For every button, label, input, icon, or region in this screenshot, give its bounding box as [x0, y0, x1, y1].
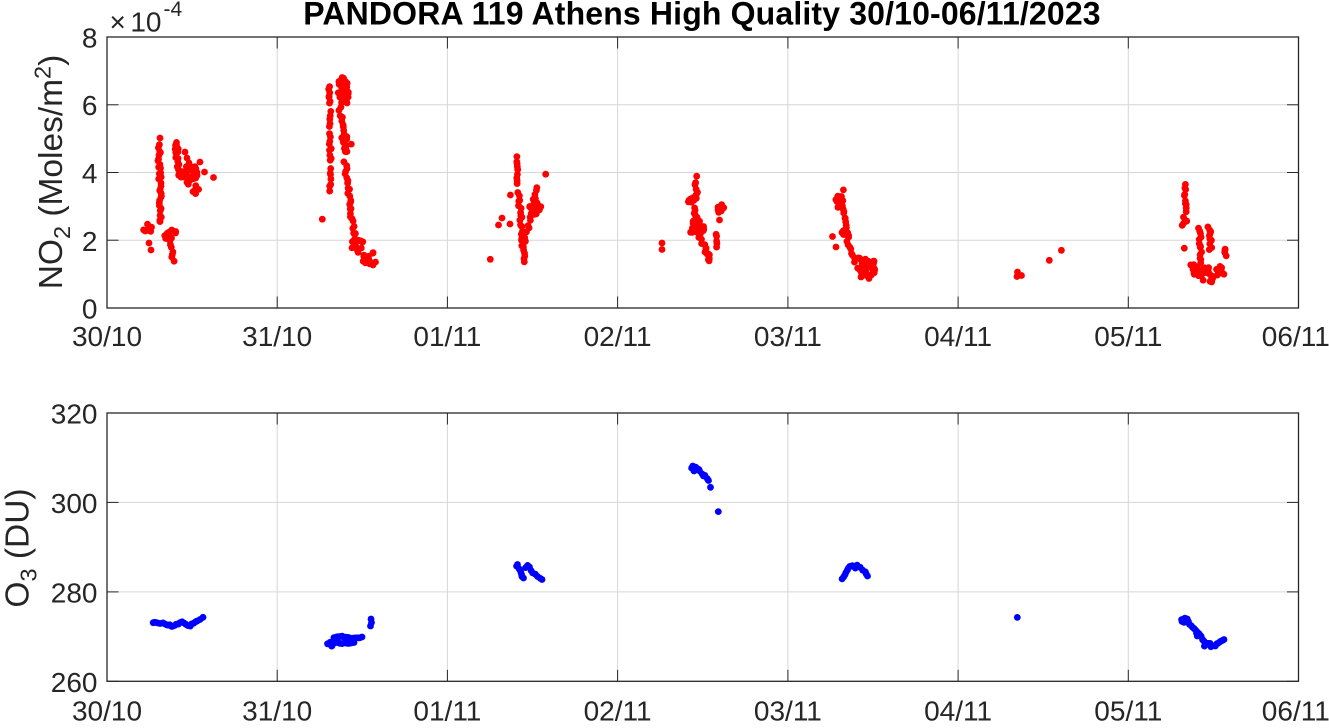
svg-text:06/11: 06/11 [1262, 321, 1329, 352]
svg-text:8: 8 [82, 23, 98, 54]
svg-text:05/11: 05/11 [1094, 696, 1162, 724]
svg-text:02/11: 02/11 [584, 696, 652, 724]
svg-text:01/11: 01/11 [413, 696, 481, 724]
svg-text:30/10: 30/10 [72, 696, 142, 724]
svg-text:04/11: 04/11 [924, 321, 992, 352]
svg-text:PANDORA 119 Athens High Qualit: PANDORA 119 Athens High Quality 30/10-06… [303, 0, 1100, 32]
svg-text:31/10: 31/10 [242, 321, 312, 352]
svg-text:31/10: 31/10 [242, 696, 312, 724]
svg-text:300: 300 [51, 488, 98, 519]
svg-text:NO2 (Moles/m2): NO2 (Moles/m2) [30, 55, 76, 290]
svg-text:06/11: 06/11 [1262, 696, 1329, 724]
svg-text:320: 320 [51, 399, 98, 430]
svg-text:03/11: 03/11 [754, 321, 822, 352]
svg-text:4: 4 [82, 158, 98, 189]
svg-text:01/11: 01/11 [413, 321, 481, 352]
svg-text:0: 0 [82, 294, 98, 325]
svg-text:O3 (DU): O3 (DU) [0, 488, 42, 607]
svg-text:30/10: 30/10 [72, 321, 142, 352]
svg-text:260: 260 [51, 667, 98, 698]
svg-text:04/11: 04/11 [924, 696, 992, 724]
svg-text:05/11: 05/11 [1094, 321, 1162, 352]
svg-text:6: 6 [82, 90, 98, 121]
svg-text:03/11: 03/11 [754, 696, 822, 724]
svg-text:02/11: 02/11 [584, 321, 652, 352]
svg-text:2: 2 [82, 226, 98, 257]
svg-text:280: 280 [51, 577, 98, 608]
